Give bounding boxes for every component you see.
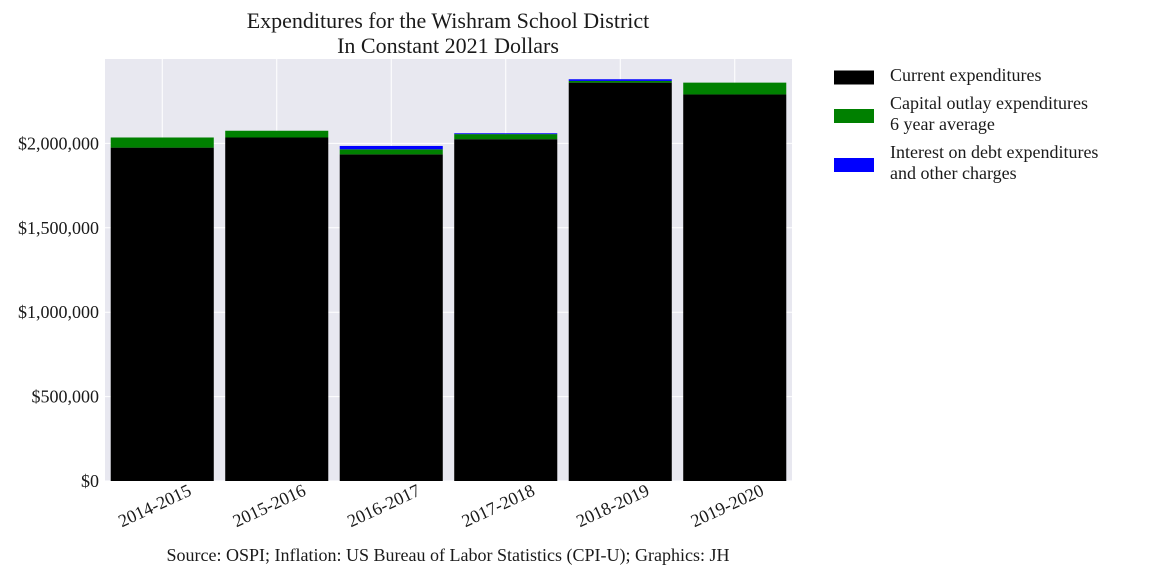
bar-segment bbox=[683, 82, 787, 95]
legend-swatch bbox=[834, 158, 874, 172]
chart-title-line: In Constant 2021 Dollars bbox=[337, 33, 559, 58]
bar-segment bbox=[339, 149, 443, 155]
bar-segment bbox=[454, 139, 558, 481]
x-tick-label: 2017-2018 bbox=[459, 480, 538, 531]
bar-segment bbox=[454, 134, 558, 140]
bar-segment bbox=[339, 145, 443, 150]
x-tick-label: 2015-2016 bbox=[230, 480, 309, 531]
x-tick-label: 2016-2017 bbox=[344, 480, 423, 531]
y-tick-label: $1,500,000 bbox=[18, 218, 99, 238]
bar-segment bbox=[110, 147, 214, 481]
y-tick-label: $0 bbox=[81, 471, 99, 491]
x-axis-ticks: 2014-2015 2015-2016 2016-2017 2017-2018 2018… bbox=[115, 480, 767, 531]
legend-label: Interest on debt expenditures bbox=[890, 142, 1098, 162]
bar-segment bbox=[110, 137, 214, 148]
legend-swatch bbox=[834, 70, 874, 85]
legend-label: Capital outlay expenditures bbox=[890, 93, 1088, 113]
legend-swatch bbox=[834, 109, 874, 123]
bar-segment bbox=[225, 137, 329, 481]
y-tick-label: $500,000 bbox=[32, 387, 100, 407]
bar-segment bbox=[683, 94, 787, 481]
y-tick-label: $1,000,000 bbox=[18, 302, 99, 322]
bar-segment bbox=[568, 79, 672, 81]
bar-segment bbox=[568, 80, 672, 83]
legend: Current expenditures Capital outlay expen… bbox=[834, 65, 1098, 183]
bar-segment bbox=[568, 82, 672, 481]
plot-area bbox=[105, 59, 792, 481]
y-tick-label: $2,000,000 bbox=[18, 133, 99, 153]
source-note: Source: OSPI; Inflation: US Bureau of La… bbox=[167, 545, 730, 566]
chart-title-line: Expenditures for the Wishram School Dist… bbox=[247, 8, 650, 33]
bar-segment bbox=[339, 154, 443, 481]
chart-title: Expenditures for the Wishram School Dist… bbox=[247, 8, 650, 58]
bar-segment bbox=[454, 133, 558, 135]
x-tick-label: 2018-2019 bbox=[573, 480, 652, 531]
bars bbox=[110, 79, 787, 481]
x-tick-label: 2019-2020 bbox=[688, 480, 767, 531]
legend-label: and other charges bbox=[890, 163, 1017, 183]
x-tick-label: 2014-2015 bbox=[115, 480, 194, 531]
legend-label: Current expenditures bbox=[890, 65, 1041, 85]
y-axis-ticks: $0 $500,000 $1,000,000 $1,500,000 $2,000,000 bbox=[18, 133, 99, 491]
bar-segment bbox=[225, 130, 329, 138]
legend-label: 6 year average bbox=[890, 114, 995, 134]
